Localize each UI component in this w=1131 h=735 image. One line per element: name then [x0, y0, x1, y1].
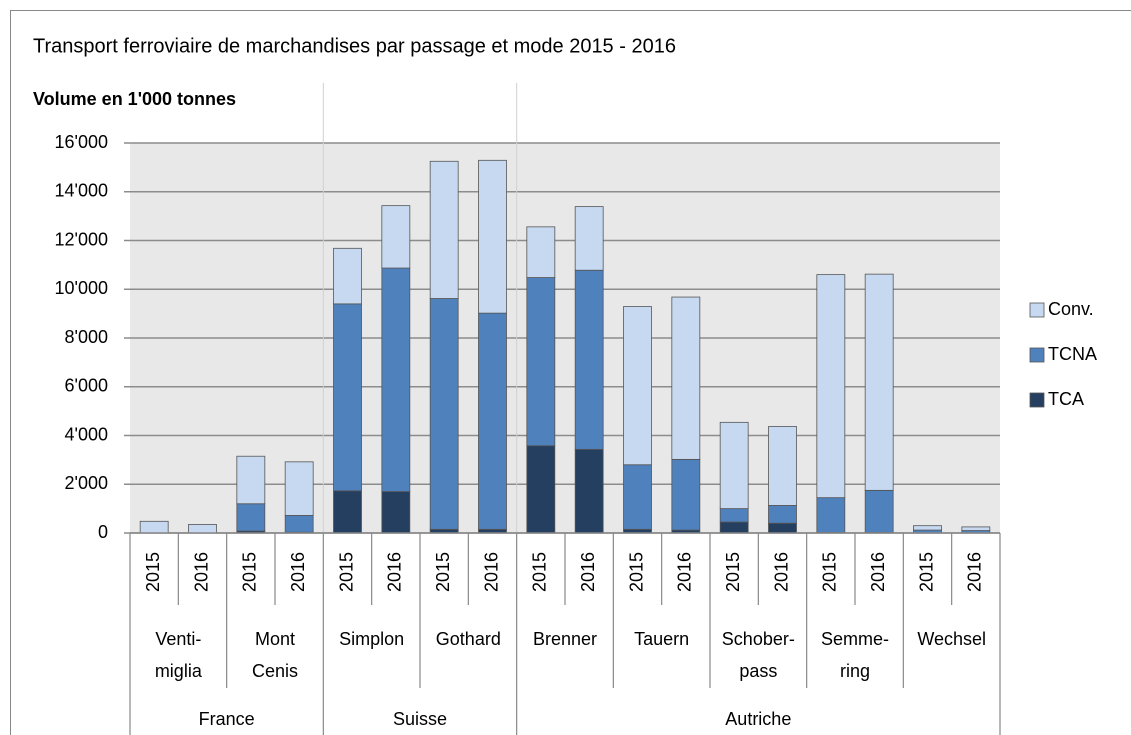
x-tick-label: 2016: [191, 552, 211, 592]
bar-segment: [333, 303, 362, 492]
group-label: ring: [840, 661, 870, 681]
group-label: Gothard: [436, 629, 501, 649]
bar-segment: [864, 489, 894, 533]
y-tick-label: 2'000: [65, 473, 108, 493]
y-tick-label: 6'000: [65, 376, 108, 396]
group-label: Schober-: [722, 629, 795, 649]
bar-segment: [236, 503, 266, 532]
x-tick-label: 2016: [675, 552, 695, 592]
bar-segment: [768, 426, 797, 506]
bar-segment: [139, 520, 169, 534]
bar-segment: [188, 524, 217, 534]
legend-swatch: [1029, 302, 1045, 318]
bar-segment: [429, 160, 459, 299]
y-tick-label: 16'000: [55, 132, 109, 152]
bar-segment: [574, 206, 604, 271]
bar-segment: [961, 526, 991, 531]
bar-segment: [671, 296, 701, 460]
x-tick-label: 2016: [965, 552, 985, 592]
x-tick-label: 2015: [336, 552, 356, 592]
bar-segment: [526, 445, 556, 534]
group-label: Brenner: [533, 629, 597, 649]
bar-segment: [816, 497, 846, 533]
bar-segment: [768, 522, 797, 534]
x-tick-label: 2015: [143, 552, 163, 592]
y-tick-label: 10'000: [55, 278, 109, 298]
bar-segment: [719, 421, 749, 510]
bar-segment: [526, 277, 556, 447]
supergroup-label: France: [199, 709, 255, 729]
chart-title: Transport ferroviaire de marchandises pa…: [33, 35, 676, 57]
x-tick-label: 2016: [868, 552, 888, 592]
bar-segment: [671, 458, 701, 531]
bar-segment: [719, 521, 749, 534]
supergroup-label: Autriche: [725, 709, 791, 729]
bar-segment: [816, 274, 846, 499]
x-tick-label: 2016: [385, 552, 405, 592]
bar-segment: [333, 247, 362, 305]
x-tick-label: 2015: [820, 552, 840, 592]
legend-swatch: [1029, 347, 1045, 363]
legend-label: Conv.: [1048, 299, 1094, 319]
bar-segment: [381, 491, 411, 534]
bar-segment: [623, 464, 652, 530]
x-tick-label: 2015: [723, 552, 743, 592]
chart-subtitle: Volume en 1'000 tonnes: [33, 89, 236, 109]
x-tick-label: 2015: [240, 552, 260, 592]
bar-segment: [478, 159, 507, 314]
bar-segment: [381, 267, 411, 492]
x-tick-label: 2016: [481, 552, 501, 592]
y-tick-label: 0: [98, 522, 108, 542]
supergroup-label: Suisse: [393, 709, 447, 729]
x-tick-label: 2015: [916, 552, 936, 592]
bar-segment: [574, 448, 604, 534]
bar-segment: [381, 205, 411, 269]
bar-segment: [864, 273, 894, 491]
bar-segment: [333, 490, 362, 534]
bar-segment: [768, 505, 797, 524]
bar-segment: [429, 298, 459, 530]
y-tick-label: 8'000: [65, 327, 108, 347]
legend-label: TCNA: [1048, 344, 1097, 364]
group-label: Tauern: [634, 629, 689, 649]
bar-segment: [526, 226, 556, 278]
bar-segment: [236, 455, 266, 505]
group-label: Cenis: [252, 661, 298, 681]
group-label: Wechsel: [917, 629, 986, 649]
x-tick-label: 2015: [433, 552, 453, 592]
group-label: miglia: [155, 661, 203, 681]
x-tick-label: 2015: [530, 552, 550, 592]
group-label: Mont: [255, 629, 295, 649]
bar-segment: [284, 461, 314, 516]
legend-swatch: [1029, 392, 1045, 408]
bar-segment: [284, 515, 314, 533]
bar-segment: [623, 306, 652, 466]
y-tick-label: 4'000: [65, 424, 108, 444]
legend-label: TCA: [1048, 389, 1084, 409]
x-tick-label: 2015: [626, 552, 646, 592]
group-label: pass: [739, 661, 777, 681]
bar-segment: [913, 525, 942, 531]
y-tick-label: 14'000: [55, 181, 109, 201]
bar-segment: [719, 508, 749, 523]
y-tick-label: 12'000: [55, 229, 109, 249]
group-label: Semme-: [821, 629, 889, 649]
group-label: Venti-: [155, 629, 201, 649]
group-label: Simplon: [339, 629, 404, 649]
bar-segment: [574, 269, 604, 450]
x-tick-label: 2016: [578, 552, 598, 592]
bar-segment: [478, 312, 507, 530]
x-tick-label: 2016: [288, 552, 308, 592]
x-tick-label: 2016: [771, 552, 791, 592]
